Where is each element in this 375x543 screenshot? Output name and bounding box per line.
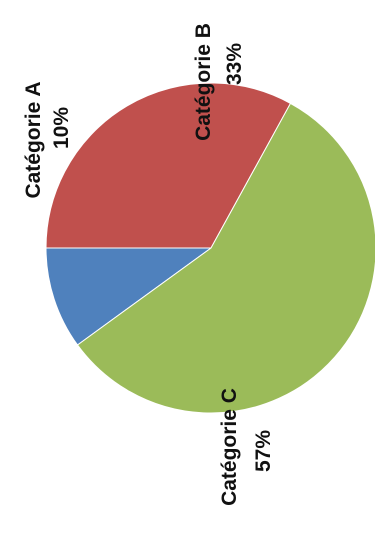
pie-slice-a <box>45 247 213 346</box>
label-a-value: 10% <box>50 107 73 149</box>
label-c-name: Catégorie C <box>218 388 241 506</box>
label-a-name: Catégorie A <box>22 81 45 198</box>
pie-slice-b <box>45 82 292 249</box>
label-b-value: 33% <box>223 43 246 85</box>
label-b-name: Catégorie B <box>192 23 215 141</box>
pie-slices <box>45 82 375 414</box>
pie-slice-c <box>76 102 375 414</box>
label-c-value: 57% <box>252 430 275 472</box>
data-labels: Catégorie A 10% Catégorie B 33% Catégori… <box>22 23 275 506</box>
